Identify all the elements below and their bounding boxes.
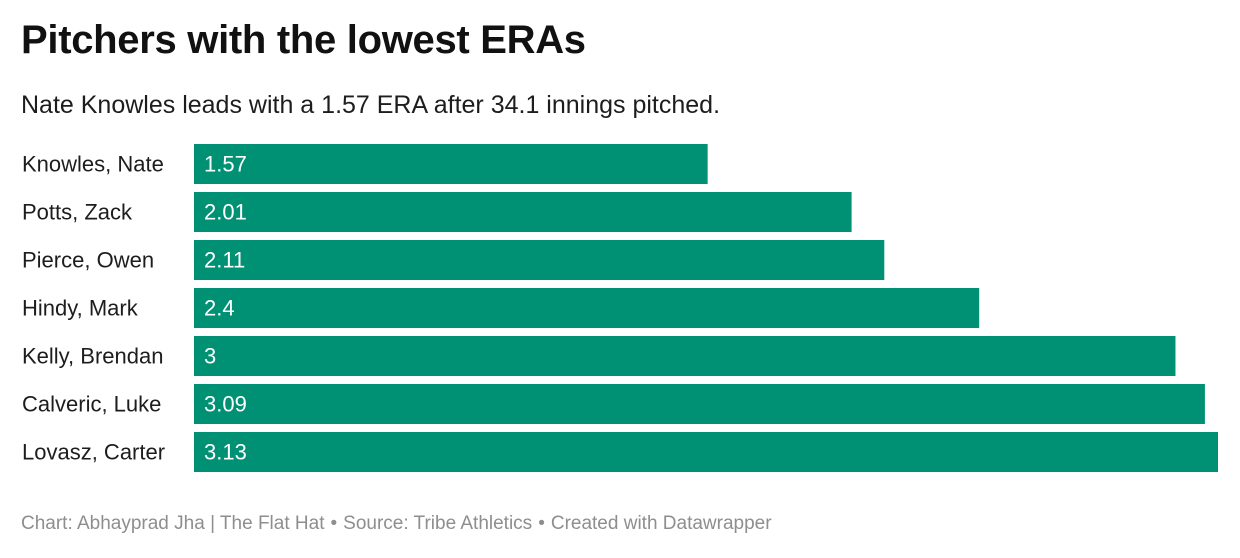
bar-value-label: 2.01	[204, 200, 247, 225]
chart-footer: Chart: Abhayprad Jha | The Flat Hat • Sour…	[21, 513, 772, 535]
category-label: Hindy, Mark	[22, 296, 139, 321]
bar	[194, 432, 1218, 472]
bar-value-label: 3.09	[204, 392, 247, 417]
bar-value-label: 3.13	[204, 440, 247, 465]
bar	[194, 240, 885, 280]
bar-value-label: 2.11	[204, 248, 245, 273]
category-label: Pierce, Owen	[22, 248, 154, 273]
footer-separator: •	[330, 513, 338, 534]
chart-source: Source: Tribe Athletics	[343, 513, 533, 534]
category-label: Knowles, Nate	[22, 152, 164, 177]
bar	[194, 336, 1176, 376]
footer-separator: •	[538, 513, 545, 534]
category-label: Kelly, Brendan	[22, 344, 163, 369]
bar	[194, 192, 852, 232]
category-label: Potts, Zack	[22, 200, 133, 225]
bar-value-label: 1.57	[204, 152, 247, 177]
chart-credit: Chart: Abhayprad Jha | The Flat Hat	[21, 513, 325, 534]
chart-subtitle: Nate Knowles leads with a 1.57 ERA after…	[21, 91, 721, 119]
chart-title: Pitchers with the lowest ERAs	[21, 18, 586, 62]
category-label: Calveric, Luke	[22, 392, 161, 417]
bar-chart: Knowles, Nate 1.57 Potts, Zack 2.01 Pierce, …	[22, 144, 1218, 472]
bar-value-label: 3	[204, 344, 216, 369]
created-with: Created with Datawrapper	[550, 513, 772, 534]
category-label: Lovasz, Carter	[22, 440, 165, 465]
bar	[194, 288, 980, 328]
bar	[194, 144, 708, 184]
bar-value-label: 2.4	[204, 296, 235, 321]
bar	[194, 384, 1205, 424]
